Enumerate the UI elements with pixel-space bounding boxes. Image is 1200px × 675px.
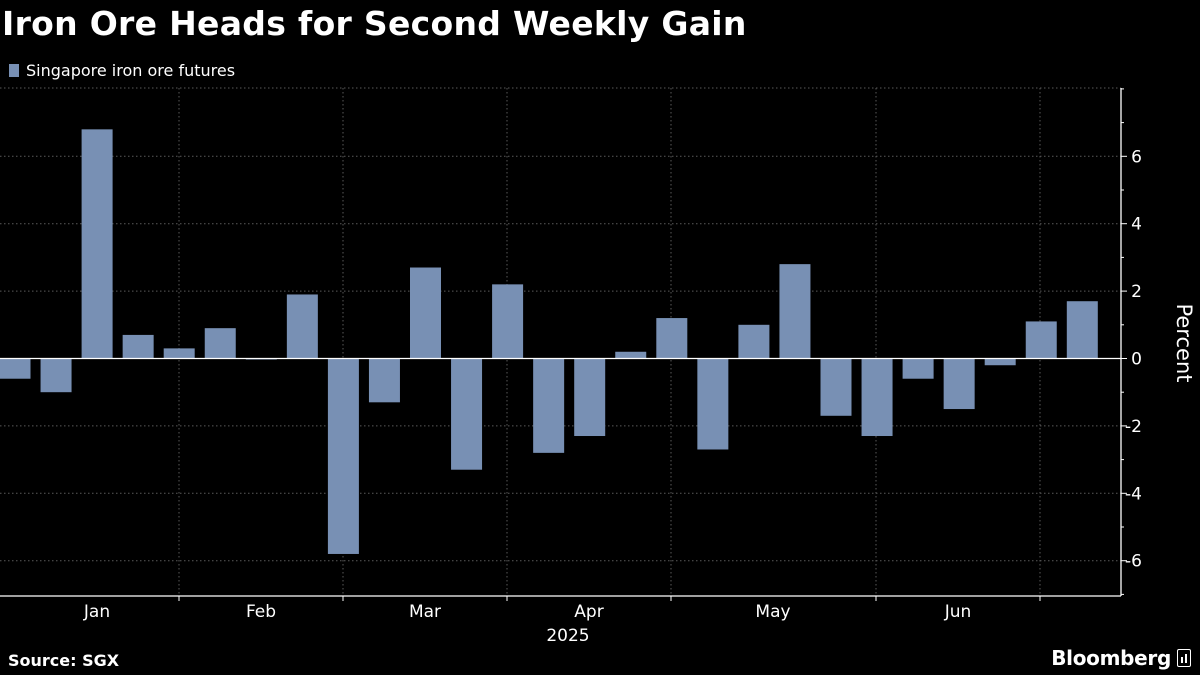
bar bbox=[738, 324, 770, 359]
bar bbox=[902, 358, 934, 379]
y-axis-label: Percent bbox=[1172, 303, 1196, 382]
axes: Jan Feb Mar Apr May Jun 2025 6 4 2 0 -2 -4 -6 Percent bbox=[0, 88, 1196, 646]
y-tick-label: 6 bbox=[1131, 147, 1142, 167]
x-tick-label: Jan bbox=[83, 602, 110, 622]
bar bbox=[410, 267, 441, 359]
brand-name: Bloomberg bbox=[1051, 646, 1171, 670]
y-tick-label: 2 bbox=[1131, 282, 1142, 302]
x-axis-year-label: 2025 bbox=[546, 626, 589, 646]
bar bbox=[820, 358, 852, 416]
x-tick-label: Jun bbox=[944, 602, 972, 622]
chart-title: Iron Ore Heads for Second Weekly Gain bbox=[2, 4, 747, 43]
bar bbox=[204, 328, 236, 359]
bar bbox=[40, 358, 72, 393]
bar bbox=[327, 358, 359, 554]
bar bbox=[0, 358, 31, 379]
x-tick-label: Apr bbox=[574, 602, 603, 622]
y-tick-label: -2 bbox=[1125, 417, 1142, 437]
x-tick-label: Mar bbox=[409, 602, 441, 622]
bar bbox=[943, 358, 975, 410]
bar bbox=[615, 351, 647, 359]
bar bbox=[492, 284, 524, 359]
bloomberg-logo: Bloomberg bbox=[1051, 646, 1191, 670]
bar bbox=[861, 358, 893, 437]
legend-label: Singapore iron ore futures bbox=[26, 61, 236, 80]
x-tick-label: May bbox=[755, 602, 790, 622]
bar bbox=[286, 294, 318, 359]
bar bbox=[656, 318, 688, 359]
bar bbox=[122, 334, 154, 359]
bar bbox=[984, 358, 1016, 366]
bar bbox=[779, 264, 811, 359]
y-tick-label: -6 bbox=[1125, 552, 1142, 572]
gridlines bbox=[0, 87, 1121, 596]
y-tick-label: 0 bbox=[1131, 350, 1142, 370]
bar bbox=[163, 348, 195, 359]
source-note: Source: SGX bbox=[8, 651, 120, 670]
bloomberg-chart-icon bbox=[1177, 649, 1191, 667]
bar bbox=[697, 358, 729, 450]
legend: Singapore iron ore futures bbox=[9, 61, 235, 80]
bar bbox=[81, 129, 113, 359]
y-tick-label: -4 bbox=[1125, 484, 1142, 504]
x-tick-label: Feb bbox=[246, 602, 276, 622]
bars bbox=[0, 129, 1098, 554]
bar bbox=[368, 358, 400, 403]
bar bbox=[533, 358, 565, 453]
bar bbox=[574, 358, 606, 437]
legend-swatch bbox=[9, 64, 19, 77]
bar bbox=[1025, 321, 1057, 359]
y-tick-label: 4 bbox=[1131, 215, 1142, 235]
bar bbox=[1066, 301, 1098, 359]
bar bbox=[451, 358, 483, 470]
